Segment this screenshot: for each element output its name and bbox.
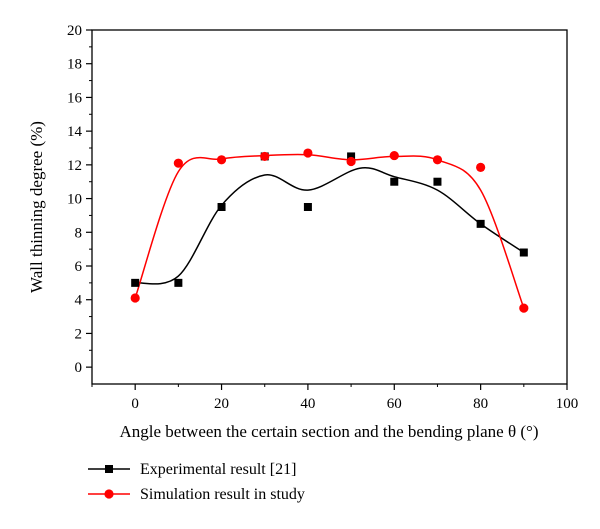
series-0-point xyxy=(174,278,183,287)
series-1-point xyxy=(476,162,486,172)
x-tick-label: 20 xyxy=(214,396,229,412)
x-tick-label: 80 xyxy=(473,396,488,412)
series-points xyxy=(130,148,529,313)
series-1-curve xyxy=(134,153,525,309)
series-1-point xyxy=(519,303,529,313)
series-1-point xyxy=(216,155,227,165)
legend-label-1: Simulation result in study xyxy=(140,486,305,503)
y-tick-label: 16 xyxy=(67,90,83,106)
x-axis-title: Angle between the certain section and th… xyxy=(119,422,538,441)
series-0-point xyxy=(131,278,140,287)
series-1-point xyxy=(130,293,140,303)
series-0-point xyxy=(217,203,226,211)
y-tick-label: 2 xyxy=(75,326,83,342)
series-0-point xyxy=(390,177,399,186)
x-tick-label: 60 xyxy=(387,396,402,412)
series-1-point xyxy=(432,155,443,165)
legend: Experimental result [21] Simulation resul… xyxy=(88,461,305,503)
plot-frame xyxy=(91,29,568,385)
x-tick-label: 0 xyxy=(131,396,139,412)
y-tick-label: 0 xyxy=(75,360,83,376)
series-0-point xyxy=(303,203,312,211)
y-tick-label: 14 xyxy=(67,124,83,140)
series-curves xyxy=(134,153,525,309)
series-1-point xyxy=(303,148,313,158)
series-0-point xyxy=(519,248,528,257)
y-tick-label: 6 xyxy=(75,259,83,275)
y-axis-title: Wall thinning degree (%) xyxy=(27,121,46,293)
series-0-point xyxy=(433,177,442,186)
series-0-curve xyxy=(135,167,525,285)
series-1-point xyxy=(346,156,356,167)
legend-marker-0 xyxy=(105,465,113,473)
series-1-point xyxy=(260,151,270,162)
y-tick-label: 4 xyxy=(75,293,83,309)
y-tick-label: 20 xyxy=(67,23,82,39)
y-tick-label: 18 xyxy=(67,57,82,73)
x-tick-label: 40 xyxy=(300,396,315,412)
y-tick-label: 10 xyxy=(67,192,82,208)
legend-marker-1 xyxy=(104,489,114,499)
y-tick-label: 12 xyxy=(67,158,82,174)
y-tick-label: 8 xyxy=(75,225,83,241)
series-0-point xyxy=(347,152,356,161)
series-1-point xyxy=(389,150,399,161)
x-tick-label: 100 xyxy=(556,396,579,412)
series-0-point xyxy=(476,219,485,228)
axis-ticks: 0 20 40 60 80 100 0 2 4 6 8 10 12 14 16 18 20 xyxy=(67,23,578,412)
series-1-point xyxy=(173,158,183,168)
legend-label-0: Experimental result [21] xyxy=(140,461,296,478)
